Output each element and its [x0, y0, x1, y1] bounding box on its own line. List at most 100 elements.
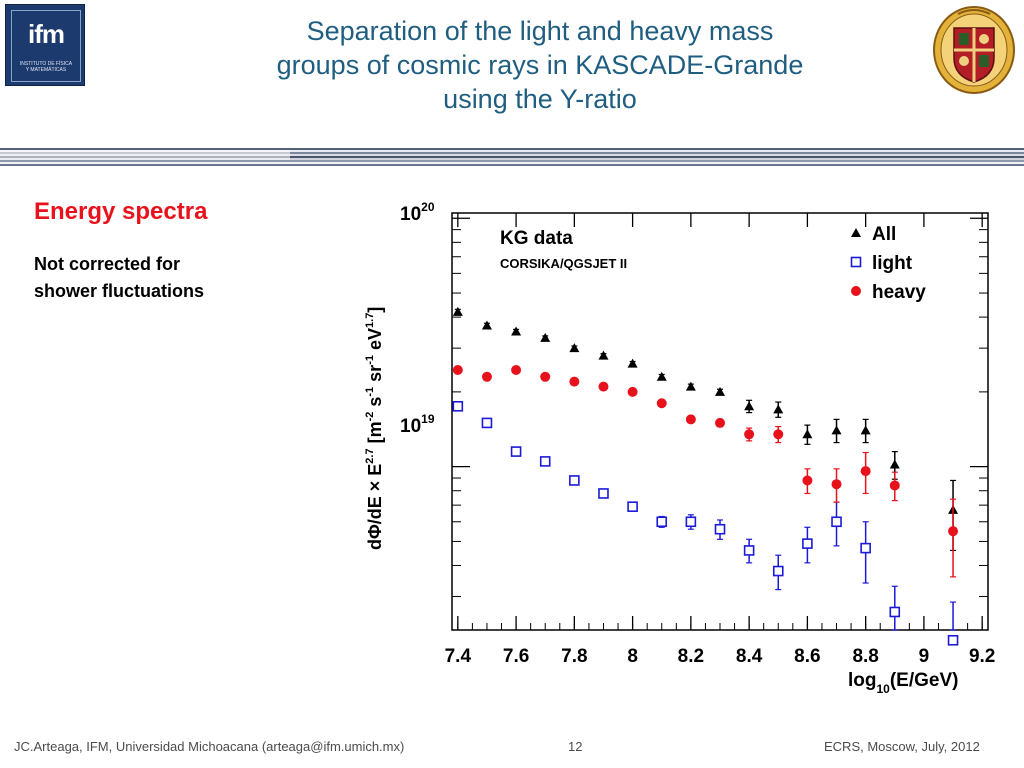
legend-label-all: All: [872, 224, 896, 245]
all-point: [802, 429, 813, 439]
light-point: [656, 516, 668, 528]
ifm-logo: ifm INSTITUTO DE FÍSICA Y MATEMÁTICAS: [5, 4, 85, 86]
x-axis-label-prefix: log: [848, 670, 877, 691]
heavy-point: [744, 429, 755, 440]
chart-subtitle: CORSIKA/QGSJET II: [500, 256, 627, 271]
light-point: [539, 456, 551, 467]
heavy-point: [481, 371, 492, 382]
heavy-point: [656, 398, 667, 409]
footer-author: JC.Arteaga, IFM, Universidad Michoacana …: [14, 739, 405, 754]
all-point: [540, 332, 551, 342]
x-tick-label: 7.4: [445, 646, 472, 667]
energy-spectrum-chart: 7.4 7.6 7.8 8 8.2 8.4 8.6 8.8 9 9.2 1020 1019 dΦ/…: [364, 200, 995, 696]
light-point: [714, 523, 726, 535]
footer-event: ECRS, Moscow, July, 2012: [824, 739, 980, 754]
x-axis-label-suffix: (E/GeV): [890, 670, 959, 691]
legend-label-light: light: [872, 253, 913, 274]
light-point: [452, 400, 464, 412]
legend: All light heavy: [850, 224, 926, 303]
title-line-3: using the Y-ratio: [443, 84, 637, 114]
x-tick-label: 8.2: [678, 646, 704, 667]
heavy-point: [685, 414, 696, 425]
all-point: [860, 425, 871, 435]
light-point: [802, 538, 813, 549]
x-tick-label: 9: [919, 646, 930, 667]
light-point: [772, 565, 784, 577]
logo-frame: [11, 10, 81, 82]
all-point: [598, 350, 609, 360]
x-axis-label-sub: 10: [877, 682, 891, 696]
heavy-point: [773, 429, 784, 440]
y-tick-exp-1e19: 19: [421, 412, 435, 426]
university-crest: [933, 6, 1015, 94]
logo-subtitle: INSTITUTO DE FÍSICA Y MATEMÁTICAS: [12, 61, 80, 73]
y-tick-exp-1e20: 20: [421, 200, 435, 214]
logo-subtitle-line2: Y MATEMÁTICAS: [25, 67, 67, 73]
note-line-2: shower fluctuations: [34, 281, 205, 301]
legend-label-heavy: heavy: [872, 282, 926, 303]
all-point: [569, 343, 580, 353]
x-tick-label: 8.4: [736, 646, 763, 667]
section-note: Not corrected for shower fluctuations: [34, 251, 264, 305]
title-line-2: groups of cosmic rays in KASCADE-Grande: [276, 50, 804, 80]
light-point: [685, 516, 697, 528]
y-axis-label: dΦ/dE × E2.7 [m-2 s-1 sr-1 eV1.7]: [364, 307, 385, 550]
light-point: [481, 417, 493, 429]
heavy-point: [889, 480, 900, 491]
page-number: 12: [568, 739, 583, 754]
all-point: [685, 381, 696, 391]
x-axis-label: log10(E/GeV): [848, 670, 958, 696]
all-point: [715, 386, 725, 396]
all-point: [627, 358, 638, 368]
heavy-point: [715, 417, 725, 428]
note-line-1: Not corrected for: [34, 254, 181, 274]
y-tick-label-1e20: 1020: [400, 200, 435, 225]
heavy-point: [540, 371, 551, 382]
logo-word: ifm: [28, 19, 65, 49]
logo-subtitle-line1: INSTITUTO DE FÍSICA: [19, 61, 73, 67]
chart-title: KG data: [500, 228, 573, 249]
section-heading: Energy spectra: [34, 198, 208, 225]
light-point: [743, 545, 755, 556]
light-point: [627, 501, 638, 512]
y-tick-label-1e19: 1019: [400, 412, 435, 437]
all-point: [773, 404, 784, 414]
legend-marker-all: [851, 228, 861, 237]
heavy-point: [569, 376, 580, 387]
heavy-point: [598, 381, 609, 392]
heavy-point: [948, 526, 959, 537]
all-point: [481, 320, 492, 330]
x-tick-label: 7.6: [503, 646, 529, 667]
x-tick-label: 9.2: [969, 646, 995, 667]
slide-title: Separation of the light and heavy mass g…: [190, 14, 890, 116]
light-point: [510, 446, 522, 457]
all-point: [656, 371, 667, 381]
legend-marker-light: [850, 256, 862, 268]
heavy-point: [511, 364, 522, 375]
x-tick-label: 8.8: [852, 646, 878, 667]
light-point: [598, 488, 609, 499]
x-tick-label: 8: [627, 646, 638, 667]
light-point: [947, 634, 959, 646]
header-rule-highlight: [0, 150, 290, 160]
all-point: [889, 459, 900, 469]
y-tick-base-1e20: 10: [400, 204, 421, 225]
heavy-point: [860, 466, 871, 477]
heavy-point: [452, 364, 463, 375]
all-point: [831, 425, 842, 435]
y-tick-base-1e19: 10: [400, 416, 421, 437]
legend-marker-heavy: [851, 286, 861, 296]
heavy-point: [802, 475, 813, 486]
light-point: [569, 475, 580, 486]
all-point: [744, 401, 755, 411]
all-point: [511, 326, 522, 336]
x-tick-label: 7.8: [561, 646, 587, 667]
heavy-point: [627, 386, 638, 397]
heavy-point: [831, 479, 842, 490]
light-point: [860, 542, 871, 554]
title-line-1: Separation of the light and heavy mass: [306, 16, 774, 46]
light-point: [889, 606, 901, 618]
x-tick-label: 8.6: [794, 646, 820, 667]
all-point: [452, 306, 463, 316]
light-point: [831, 516, 842, 528]
